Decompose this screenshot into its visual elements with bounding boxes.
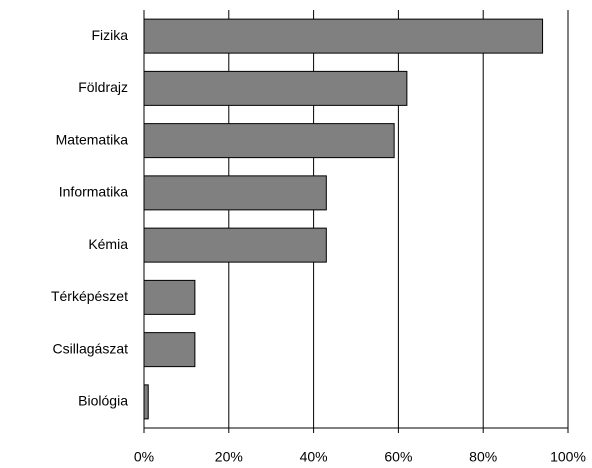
x-tick-label: 0% [134, 449, 154, 465]
y-tick-label: Informatika [59, 184, 128, 200]
x-tick-label: 60% [384, 449, 412, 465]
bar [143, 384, 149, 420]
y-tick-label: Térképészet [51, 288, 128, 304]
x-tick-label: 40% [300, 449, 328, 465]
y-tick-label: Kémia [88, 236, 128, 252]
y-tick-label: Biológia [78, 393, 128, 409]
bar [143, 18, 544, 54]
bar [143, 175, 327, 211]
y-tick-label: Csillagászat [53, 340, 129, 356]
x-tick-label: 100% [550, 449, 586, 465]
bar [143, 227, 327, 263]
bar [143, 70, 408, 106]
bar [143, 332, 196, 368]
x-tick-label: 20% [215, 449, 243, 465]
y-tick-label: Fizika [91, 27, 128, 43]
y-tick-label: Földrajz [78, 79, 128, 95]
bar [143, 123, 395, 159]
bar [143, 279, 196, 315]
x-tick-label: 80% [469, 449, 497, 465]
y-tick-label: Matematika [56, 131, 129, 147]
